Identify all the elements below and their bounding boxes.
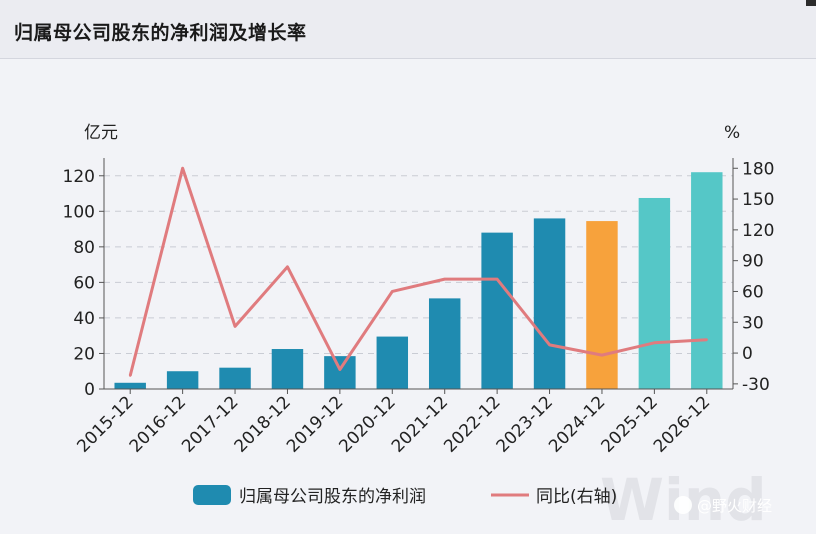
- line-point: [181, 167, 184, 170]
- right-tick-label: 150: [742, 190, 774, 210]
- line-point: [495, 277, 499, 281]
- x-tick-label: 2019-12: [283, 392, 347, 456]
- bar: [481, 232, 513, 389]
- chart-header: 归属母公司股东的净利润及增长率: [0, 0, 816, 59]
- line-point: [443, 277, 446, 281]
- left-tick-label: 20: [73, 344, 95, 364]
- bar: [271, 349, 304, 389]
- line-point: [338, 368, 342, 371]
- bar: [586, 221, 618, 389]
- x-tick-label: 2022-12: [440, 392, 504, 456]
- brand-text: @野火财经: [697, 497, 772, 515]
- x-tick-label: 2025-12: [598, 392, 662, 456]
- right-tick-label: -30: [742, 375, 770, 395]
- right-tick-label: 90: [742, 252, 764, 272]
- bar: [533, 218, 566, 389]
- chart-title: 归属母公司股东的净利润及增长率: [14, 22, 307, 44]
- bar: [166, 371, 199, 389]
- bar: [376, 336, 409, 389]
- bar-series: [114, 172, 723, 389]
- legend: 归属母公司股东的净利润 同比(右轴): [193, 485, 617, 507]
- legend-bar-swatch: [193, 485, 231, 505]
- left-tick-label: 60: [73, 273, 95, 293]
- right-tick-label: 0: [742, 344, 753, 364]
- x-tick-label: 2018-12: [231, 392, 295, 456]
- x-tick-label: 2020-12: [335, 392, 399, 456]
- bar: [324, 356, 356, 389]
- right-tick-label: 60: [742, 282, 764, 302]
- legend-bar-label: 归属母公司股东的净利润: [239, 487, 426, 507]
- line-point: [391, 290, 394, 293]
- bar: [428, 298, 461, 389]
- brand-badge: @野火财经: [674, 496, 772, 515]
- x-tick-label: 2026-12: [650, 392, 714, 456]
- line-series-path: [128, 166, 707, 377]
- right-tick-label: 30: [742, 313, 764, 333]
- left-tick-label: 120: [63, 167, 95, 187]
- line-point: [129, 374, 132, 377]
- left-tick-label: 80: [73, 238, 95, 258]
- right-tick-label: 180: [742, 159, 774, 179]
- line-point: [233, 325, 237, 328]
- line-point: [548, 343, 551, 347]
- left-tick-label: 40: [73, 309, 95, 329]
- corner-mark: [806, 0, 816, 6]
- right-axis-unit: %: [724, 123, 740, 143]
- x-tick-label: 2024-12: [545, 392, 609, 456]
- brand-icon: [674, 496, 692, 514]
- line-point: [286, 265, 289, 269]
- line-point: [600, 353, 604, 357]
- line-point: [705, 338, 708, 341]
- x-tick-label: 2021-12: [388, 392, 452, 456]
- bar: [114, 382, 146, 389]
- x-tick-label: 2017-12: [178, 392, 242, 456]
- legend-line-label: 同比(右轴): [536, 487, 617, 507]
- x-tick-label: 2015-12: [73, 392, 137, 456]
- bar: [219, 367, 251, 389]
- left-tick-label: 0: [84, 380, 95, 400]
- x-tick-label: 2023-12: [493, 392, 557, 456]
- line-series: [128, 166, 708, 377]
- line-point: [653, 341, 656, 344]
- right-tick-label: 120: [742, 221, 774, 241]
- x-tick-label: 2016-12: [126, 392, 190, 456]
- bar: [638, 197, 671, 389]
- left-tick-label: 100: [63, 202, 95, 222]
- left-axis-unit: 亿元: [84, 123, 118, 143]
- bar: [691, 172, 723, 389]
